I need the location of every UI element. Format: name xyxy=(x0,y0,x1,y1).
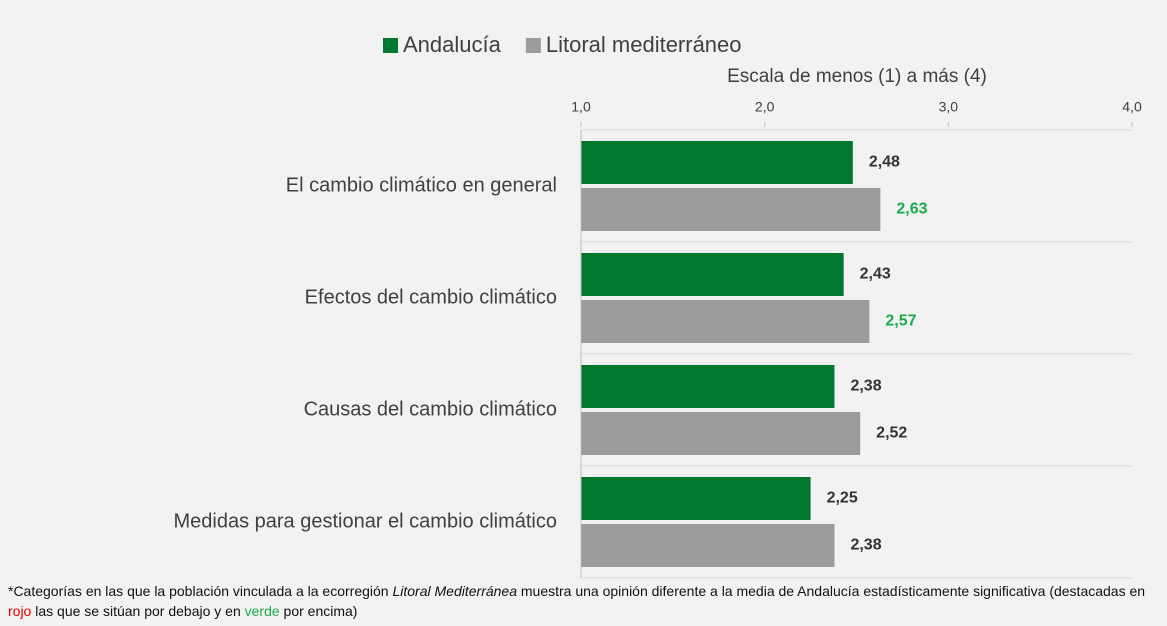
footnote: *Categorías en las que la población vinc… xyxy=(8,581,1148,621)
footnote-text: muestra una opinión diferente a la media… xyxy=(517,583,1146,599)
legend-label: Andalucía xyxy=(403,32,502,57)
category-label: Causas del cambio climático xyxy=(304,398,557,420)
bar xyxy=(581,188,881,231)
value-label: 2,38 xyxy=(850,537,881,554)
value-label: 2,52 xyxy=(876,425,907,442)
footnote-text: verde xyxy=(244,603,280,619)
footnote-text: por encima) xyxy=(279,603,358,619)
bar xyxy=(581,141,853,184)
axis-title: Escala de menos (1) a más (4) xyxy=(727,66,987,87)
x-tick-label: 3,0 xyxy=(939,99,959,115)
bar xyxy=(581,412,861,455)
footnote-text: las que se sitúan por debajo y en xyxy=(31,603,245,619)
x-tick-label: 2,0 xyxy=(755,99,775,115)
value-label: 2,43 xyxy=(860,266,891,283)
footnote-text: rojo xyxy=(8,603,32,619)
footnote-text: *Categorías en las que la población vinc… xyxy=(8,583,393,599)
legend-swatch xyxy=(383,38,398,53)
bar xyxy=(581,524,835,567)
legend-label: Litoral mediterráneo xyxy=(546,32,742,57)
chart: Escala de menos (1) a más (4) Andalucía L… xyxy=(173,32,1142,579)
bar xyxy=(581,477,811,520)
legend-swatch xyxy=(525,38,541,53)
x-tick-label: 4,0 xyxy=(1122,99,1142,115)
value-label: 2,38 xyxy=(850,378,881,395)
category-label: Efectos del cambio climático xyxy=(305,286,557,308)
x-tick-label: 1,0 xyxy=(571,99,591,115)
bar xyxy=(581,253,844,296)
category-label: Medidas para gestionar el cambio climáti… xyxy=(173,510,557,532)
value-label: 2,57 xyxy=(885,313,916,330)
category-label: El cambio climático en general xyxy=(286,174,557,196)
value-label: 2,63 xyxy=(896,201,927,218)
value-label: 2,25 xyxy=(827,490,858,507)
bar xyxy=(581,365,835,408)
footnote-text: Litoral Mediterránea xyxy=(392,583,517,599)
value-label: 2,48 xyxy=(869,154,900,171)
bar xyxy=(581,300,870,343)
